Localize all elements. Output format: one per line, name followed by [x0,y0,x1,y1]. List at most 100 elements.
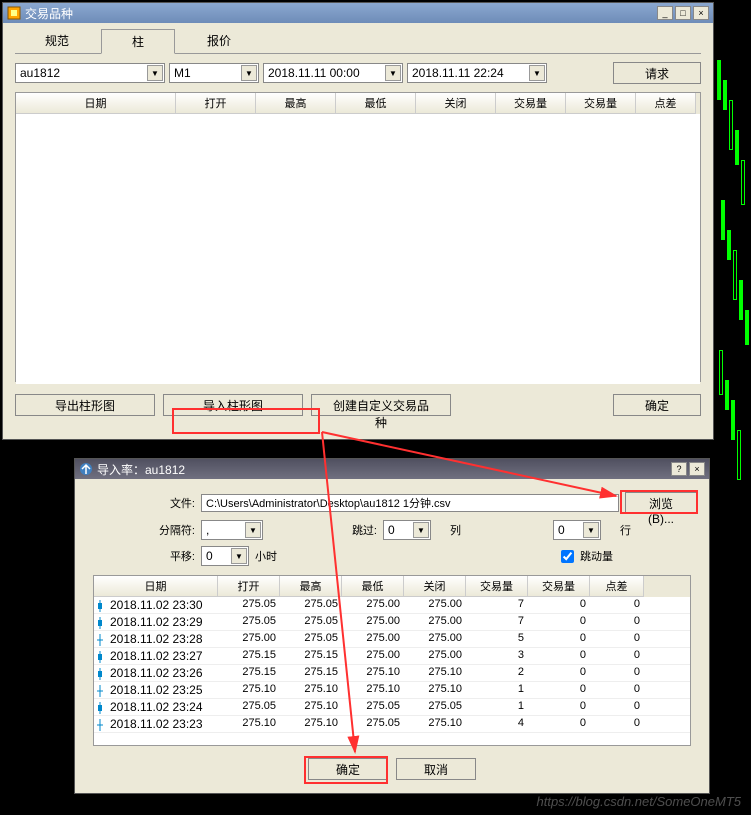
import-ok-button[interactable]: 确定 [308,758,388,780]
main-window: 交易品种 _ □ × 规范 柱 报价 au1812▼ M1▼ 2018.11.1… [2,2,714,440]
column-header[interactable]: 交易量 [528,576,590,597]
import-titlebar[interactable]: 导入率：au1812 ? × [75,459,709,479]
import-icon [79,462,93,476]
browse-button[interactable]: 浏览(B)... [625,492,697,514]
minimize-button[interactable]: _ [657,6,673,20]
table-cell: 275.15 [280,648,342,664]
maximize-button[interactable]: □ [675,6,691,20]
table-cell: 1 [466,699,528,715]
table-cell: 0 [590,699,644,715]
tab-bars[interactable]: 柱 [101,29,175,54]
column-header[interactable]: 交易量 [566,93,636,114]
dropdown-icon: ▼ [147,65,163,81]
tabs: 规范 柱 报价 [15,29,701,54]
column-header[interactable]: 交易量 [496,93,566,114]
import-bars-button[interactable]: 导入柱形图 [163,394,303,416]
table-cell: 275.00 [404,631,466,647]
table-cell: 0 [590,665,644,681]
column-header[interactable]: 点差 [636,93,696,114]
column-header[interactable]: 关闭 [404,576,466,597]
main-titlebar[interactable]: 交易品种 _ □ × [3,3,713,23]
candle-icon [96,634,106,644]
file-path-input[interactable] [201,494,619,512]
table-cell: 275.00 [342,648,404,664]
column-header[interactable]: 最高 [256,93,336,114]
timeframe-combo[interactable]: M1▼ [169,63,259,83]
column-header[interactable]: 最高 [280,576,342,597]
table-cell: 3 [466,648,528,664]
column-header[interactable]: 日期 [16,93,176,114]
table-row[interactable]: 2018.11.02 23:26275.15275.15275.10275.10… [94,665,690,682]
symbol-combo[interactable]: au1812▼ [15,63,165,83]
to-date-combo[interactable]: 2018.11.11 22:24▼ [407,63,547,83]
table-cell: 275.05 [218,597,280,613]
table-cell: 5 [466,631,528,647]
tickvol-label: 跳动量 [580,548,613,564]
table-cell: 275.05 [218,699,280,715]
column-header[interactable]: 关闭 [416,93,496,114]
table-cell: 275.15 [218,648,280,664]
dropdown-icon: ▼ [241,65,257,81]
shift-combo[interactable]: 0▼ [201,546,249,566]
to-value: 2018.11.11 22:24 [412,66,504,80]
main-ok-button[interactable]: 确定 [613,394,701,416]
close-button[interactable]: × [693,6,709,20]
table-cell: 7 [466,597,528,613]
table-cell: 275.05 [342,699,404,715]
table-cell: 0 [528,699,590,715]
candle-icon [96,617,106,627]
table-cell: 275.05 [342,716,404,732]
table-cell: 2 [466,665,528,681]
table-row[interactable]: 2018.11.02 23:27275.15275.15275.00275.00… [94,648,690,665]
tab-spec[interactable]: 规范 [15,29,99,54]
skip-combo[interactable]: 0▼ [383,520,431,540]
col2-combo[interactable]: 0▼ [553,520,601,540]
table-row[interactable]: 2018.11.02 23:30275.05275.05275.00275.00… [94,597,690,614]
import-close-button[interactable]: × [689,462,705,476]
column-header[interactable]: 最低 [342,576,404,597]
table-cell: 275.00 [342,597,404,613]
table-row[interactable]: 2018.11.02 23:28275.00275.05275.00275.00… [94,631,690,648]
column-header[interactable]: 日期 [94,576,218,597]
table-cell: 0 [528,648,590,664]
table-cell: 275.00 [342,614,404,630]
table-cell: 0 [590,716,644,732]
candle-icon [96,719,106,729]
create-custom-button[interactable]: 创建自定义交易品种 [311,394,451,416]
column-header[interactable]: 打开 [176,93,256,114]
tickvol-checkbox[interactable] [561,550,574,563]
column-header[interactable]: 交易量 [466,576,528,597]
import-table-header: 日期打开最高最低关闭交易量交易量点差 [94,576,690,597]
column-header[interactable]: 点差 [590,576,644,597]
table-cell: 2018.11.02 23:28 [94,631,218,647]
candle-icon [96,685,106,695]
dropdown-icon: ▼ [245,522,261,538]
export-bars-button[interactable]: 导出柱形图 [15,394,155,416]
table-row[interactable]: 2018.11.02 23:23275.10275.10275.05275.10… [94,716,690,733]
sep-label: 分隔符: [87,522,195,538]
table-cell: 0 [590,648,644,664]
table-cell: 0 [590,682,644,698]
table-row[interactable]: 2018.11.02 23:25275.10275.10275.10275.10… [94,682,690,699]
table-cell: 2018.11.02 23:23 [94,716,218,732]
table-row[interactable]: 2018.11.02 23:29275.05275.05275.00275.00… [94,614,690,631]
dropdown-icon: ▼ [583,522,599,538]
table-row[interactable]: 2018.11.02 23:24275.05275.10275.05275.05… [94,699,690,716]
sep-combo[interactable]: ,▼ [201,520,263,540]
help-button[interactable]: ? [671,462,687,476]
import-table-body[interactable]: 2018.11.02 23:30275.05275.05275.00275.00… [94,597,690,745]
tab-quotes[interactable]: 报价 [177,29,261,54]
table-cell: 275.00 [218,631,280,647]
column-header[interactable]: 最低 [336,93,416,114]
request-button[interactable]: 请求 [613,62,701,84]
column-header[interactable]: 打开 [218,576,280,597]
table-cell: 275.10 [342,665,404,681]
table-cell: 275.00 [342,631,404,647]
table-cell: 0 [528,597,590,613]
import-cancel-button[interactable]: 取消 [396,758,476,780]
from-date-combo[interactable]: 2018.11.11 00:00▼ [263,63,403,83]
table-cell: 2018.11.02 23:27 [94,648,218,664]
table-cell: 2018.11.02 23:30 [94,597,218,613]
dropdown-icon: ▼ [231,548,247,564]
skip-label: 跳过: [269,522,377,538]
